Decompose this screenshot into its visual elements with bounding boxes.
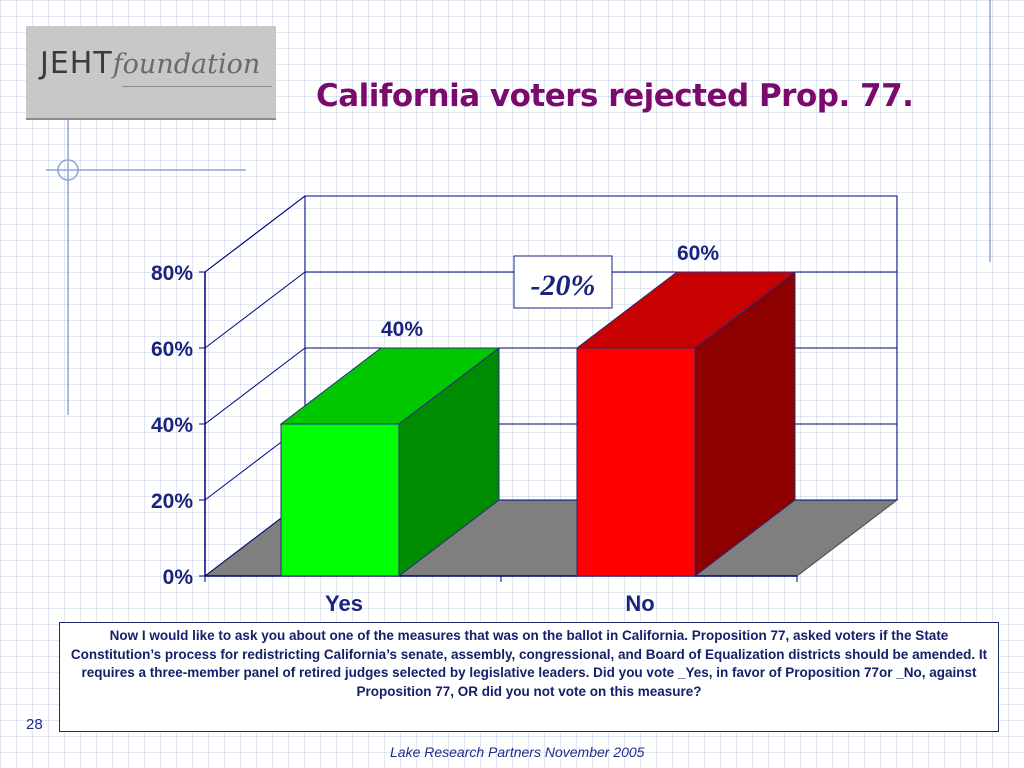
difference-annotation-box [513,255,613,309]
data-label: 40% [381,318,423,341]
difference-annotation: -20% [531,269,596,302]
crosshair-icon [57,159,79,181]
y-tick-label: 80% [151,262,193,285]
logo-sub: foundation [112,49,261,80]
bar-yes [280,423,400,577]
x-tick-label: Yes [325,591,363,616]
y-tick-label: 20% [151,490,193,513]
y-tick-label: 40% [151,414,193,437]
logo: JEHTfoundation [26,26,276,120]
gridline-side [204,271,306,349]
y-tick-label: 0% [163,566,194,589]
data-label: 60% [677,242,719,265]
page-title: California voters rejected Prop. 77. [316,78,914,114]
floor-edge [796,499,898,577]
gridline-side [204,347,306,425]
bar-no [576,347,696,577]
x-tick-label: No [625,591,654,616]
source-credit: Lake Research Partners November 2005 [390,744,645,760]
y-tick-label: 60% [151,338,193,361]
question-text: Now I would like to ask you about one of… [59,622,999,732]
logo-main: JEHT [40,46,113,81]
gridline-side [204,195,306,273]
page-number: 28 [26,716,43,733]
